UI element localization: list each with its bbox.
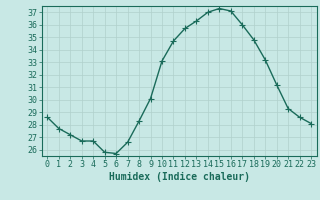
X-axis label: Humidex (Indice chaleur): Humidex (Indice chaleur) [109, 172, 250, 182]
